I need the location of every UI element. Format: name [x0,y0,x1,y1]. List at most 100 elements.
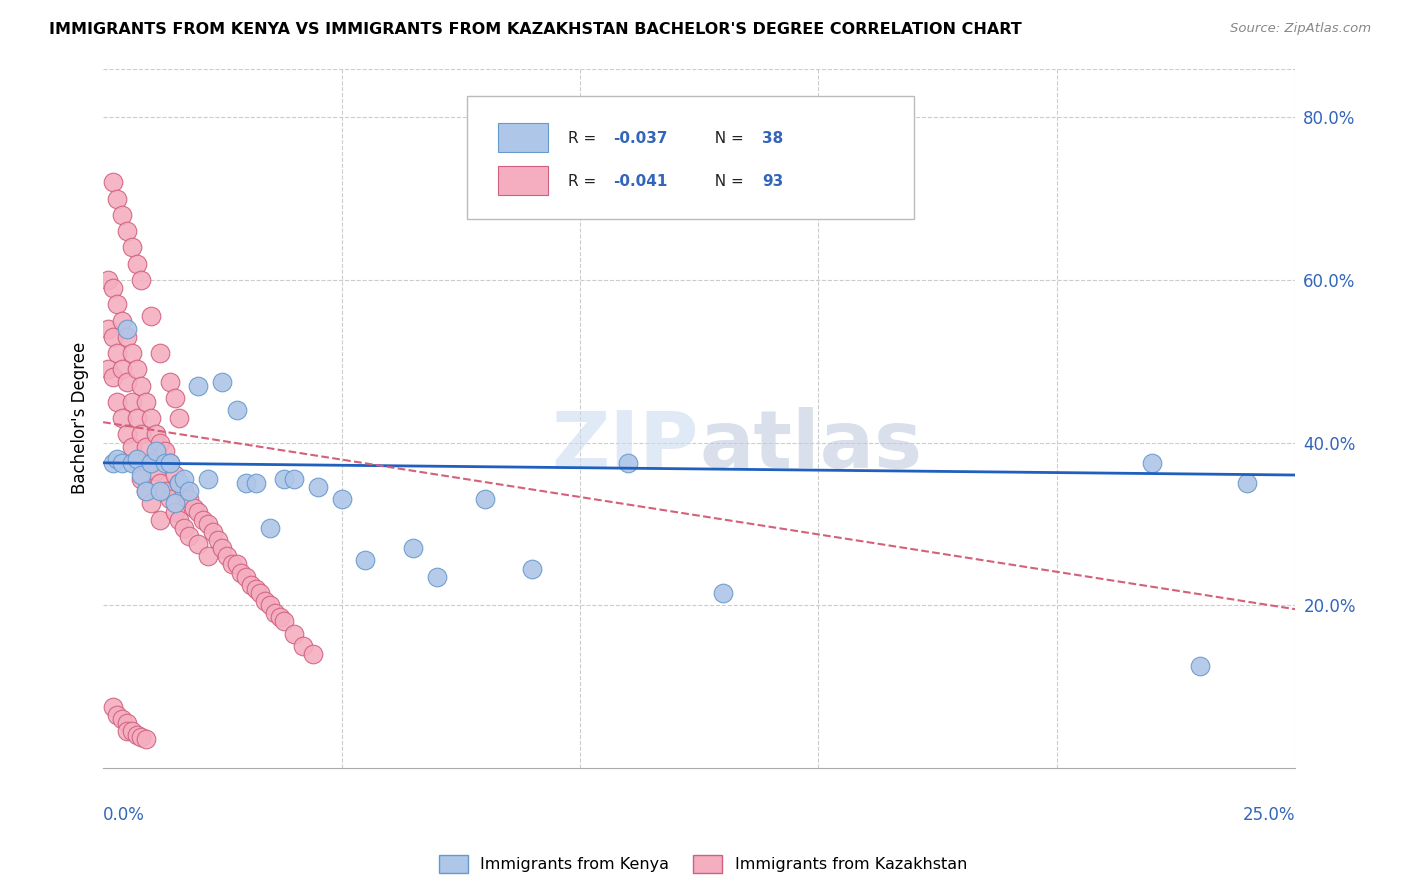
Point [115,330,138,344]
Point [187,378,209,392]
FancyBboxPatch shape [498,166,548,195]
Point [330,492,353,507]
Point [115,375,138,389]
Point [197,472,219,486]
Point [239,578,262,592]
Point [149,513,172,527]
Point [153,484,176,499]
Point [139,411,162,425]
Legend: Immigrants from Kenya, Immigrants from Kazakhstan: Immigrants from Kenya, Immigrants from K… [433,848,973,880]
Point [259,521,281,535]
Point [1188,659,1211,673]
Point [225,558,247,572]
Text: R =: R = [568,174,602,189]
Point [121,395,143,409]
Point [129,273,152,287]
Point [115,224,138,238]
Point [173,484,195,499]
Point [273,472,295,486]
Point [217,549,239,564]
Point [125,451,148,466]
Point [474,492,496,507]
Point [129,468,152,483]
Point [616,456,638,470]
Point [139,496,162,510]
Point [135,440,157,454]
Point [245,476,267,491]
Point [101,330,124,344]
Point [111,456,134,470]
Point [273,615,295,629]
Point [159,375,181,389]
Text: 93: 93 [762,174,783,189]
Text: Source: ZipAtlas.com: Source: ZipAtlas.com [1230,22,1371,36]
Point [187,537,209,551]
Point [201,524,224,539]
Point [163,505,186,519]
Point [302,647,325,661]
Point [159,456,181,470]
Point [121,240,143,254]
Point [129,730,152,744]
Point [207,533,229,547]
Point [101,699,124,714]
Point [111,362,134,376]
Point [163,496,186,510]
Point [135,484,157,499]
Point [107,346,129,360]
Point [139,456,162,470]
Point [111,208,134,222]
Point [177,529,200,543]
Point [173,472,195,486]
Point [149,476,172,491]
Point [129,427,152,442]
Point [101,370,124,384]
Point [225,403,247,417]
Point [125,257,148,271]
Point [97,321,120,335]
Point [139,456,162,470]
Point [269,610,291,624]
Point [249,586,271,600]
Text: N =: N = [704,174,748,189]
Point [211,541,233,556]
Point [107,451,129,466]
Point [125,362,148,376]
Point [107,297,129,311]
Point [283,626,305,640]
Point [145,427,167,442]
Point [254,594,277,608]
Point [163,468,186,483]
Point [169,513,191,527]
Point [354,553,377,567]
Point [235,476,257,491]
Point [221,558,243,572]
Point [121,440,143,454]
Point [183,500,205,515]
Text: 25.0%: 25.0% [1243,806,1295,824]
Point [111,411,134,425]
Point [402,541,425,556]
Point [211,375,233,389]
Point [111,313,134,327]
Point [153,456,176,470]
Point [259,598,281,612]
Text: IMMIGRANTS FROM KENYA VS IMMIGRANTS FROM KAZAKHSTAN BACHELOR'S DEGREE CORRELATIO: IMMIGRANTS FROM KENYA VS IMMIGRANTS FROM… [49,22,1022,37]
Point [135,732,157,747]
Point [169,411,191,425]
Point [283,472,305,486]
Point [101,281,124,295]
Point [149,346,172,360]
Text: 0.0%: 0.0% [103,806,145,824]
Point [235,569,257,583]
Point [139,310,162,324]
Point [149,484,172,499]
Point [111,712,134,726]
Point [169,476,191,491]
Point [307,480,329,494]
Point [135,395,157,409]
FancyBboxPatch shape [498,123,548,153]
Text: atlas: atlas [699,407,922,485]
Point [115,716,138,731]
Point [245,582,267,596]
